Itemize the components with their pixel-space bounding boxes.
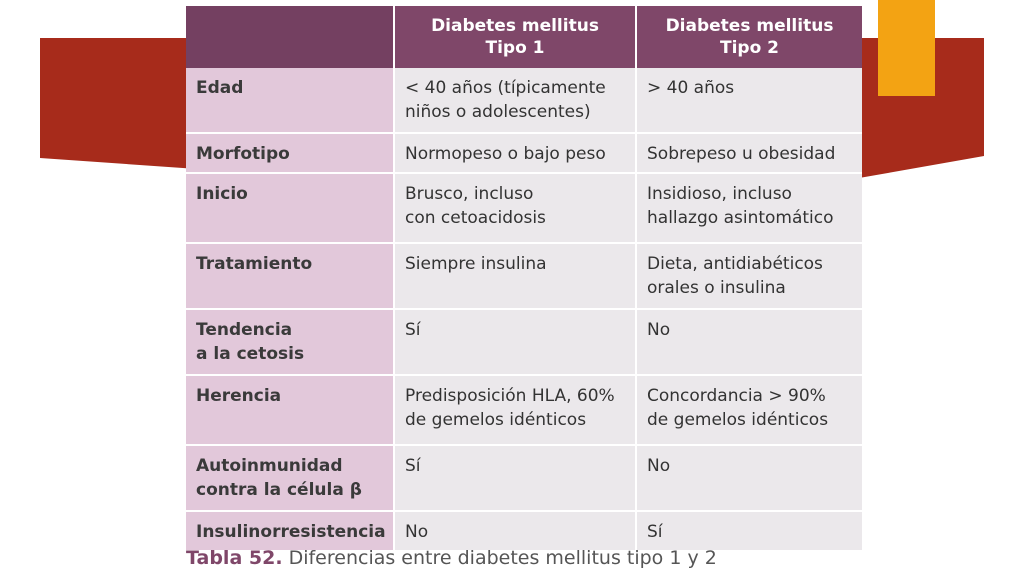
cell-tipo1-line: niños o adolescentes) [405,102,591,122]
cell-tipo2-line: > 40 años [647,78,735,98]
cell-tipo2: Sí [636,511,862,552]
cell-tipo2: > 40 años [636,68,862,134]
cell-label-line: Inicio [196,184,248,204]
header-tipo2-line1: Diabetes mellitus [665,16,834,36]
table-header-row: Diabetes mellitus Tipo 1 Diabetes mellit… [186,6,862,68]
cell-tipo1: Predisposición HLA, 60% de gemelos idénti… [394,375,637,446]
diabetes-comparison-table: Diabetes mellitus Tipo 1 Diabetes mellit… [186,6,862,552]
cell-tipo1: Sí [394,309,637,376]
header-tipo2-line2: Tipo 2 [719,38,780,58]
table-row: Morfotipo Normopeso o bajo peso Sobrepeso … [186,133,862,174]
cell-label: Insulinorresistencia [186,511,395,552]
cell-label-line: Tratamiento [196,254,313,274]
cell-label: Autoinmunidad contra la célula β [186,445,395,512]
cell-tipo2-line: Insidioso, incluso [647,184,792,204]
cell-tipo1-line: Normopeso o bajo peso [405,144,606,164]
cell-tipo1-line: Sí [405,320,421,340]
cell-label: Inicio [186,173,395,244]
cell-label-line: Morfotipo [196,144,290,164]
cell-label-line: Herencia [196,386,282,406]
header-tipo1-line1: Diabetes mellitus [431,16,599,36]
cell-label-line: a la cetosis [196,344,305,364]
table-row: Autoinmunidad contra la célula β Sí No [186,445,862,512]
cell-tipo1-line: Predisposición HLA, 60% [405,386,615,406]
table-caption: Tabla 52. Diferencias entre diabetes mel… [186,547,717,569]
cell-label-line: Autoinmunidad [196,456,343,476]
cell-tipo2: No [636,445,862,512]
cell-tipo2: Sobrepeso u obesidad [636,133,862,174]
cell-tipo2: Concordancia > 90% de gemelos idénticos [636,375,862,446]
table-row: Herencia Predisposición HLA, 60% de gemelo… [186,375,862,446]
table-row: Tendencia a la cetosis Sí No [186,309,862,376]
cell-tipo1: No [394,511,637,552]
cell-label: Tratamiento [186,243,395,310]
cell-tipo1: Brusco, incluso con cetoacidosis [394,173,637,244]
cell-tipo1: Sí [394,445,637,512]
cell-tipo1-line: Sí [405,456,421,476]
orange-accent-tab [878,0,935,96]
cell-label-line: contra la célula β [196,480,362,500]
header-tipo2: Diabetes mellitus Tipo 2 [636,6,862,68]
table-row: Edad < 40 años (típicamente niños o adoles… [186,68,862,134]
cell-tipo1: Normopeso o bajo peso [394,133,637,174]
header-blank-cell [186,6,395,68]
comparison-table-image: Diabetes mellitus Tipo 1 Diabetes mellit… [186,6,862,552]
cell-tipo1-line: No [405,522,429,542]
header-tipo1-line2: Tipo 1 [485,38,545,58]
caption-text: Diferencias entre diabetes mellitus tipo… [282,547,717,569]
cell-tipo2-line: Dieta, antidiabéticos [647,254,823,274]
cell-tipo2: Insidioso, incluso hallazgo asintomático [636,173,862,244]
cell-tipo2-line: Sí [647,522,663,542]
table-row: Inicio Brusco, incluso con cetoacidosis Ins… [186,173,862,244]
cell-label-line: Edad [196,78,244,98]
cell-tipo2-line: No [647,456,671,476]
caption-number: Tabla 52. [186,547,283,569]
cell-tipo2: Dieta, antidiabéticos orales o insulina [636,243,862,310]
cell-tipo1-line: Brusco, incluso [405,184,534,204]
cell-tipo2-line: hallazgo asintomático [647,208,834,228]
cell-label-line: Insulinorresistencia [196,522,386,542]
cell-tipo2: No [636,309,862,376]
cell-tipo1-line: Siempre insulina [405,254,547,274]
cell-tipo2-line: orales o insulina [647,278,786,298]
table-row: Tratamiento Siempre insulina Dieta, antidi… [186,243,862,310]
cell-tipo1-line: de gemelos idénticos [405,410,587,430]
cell-tipo2-line: Concordancia > 90% [647,386,826,406]
cell-label: Edad [186,68,395,134]
cell-tipo2-line: de gemelos idénticos [647,410,829,430]
cell-label: Herencia [186,375,395,446]
cell-label: Morfotipo [186,133,395,174]
cell-tipo1-line: < 40 años (típicamente [405,78,606,98]
cell-tipo1: < 40 años (típicamente niños o adolescent… [394,68,637,134]
cell-tipo2-line: Sobrepeso u obesidad [647,144,836,164]
cell-tipo1-line: con cetoacidosis [405,208,546,228]
cell-label: Tendencia a la cetosis [186,309,395,376]
cell-tipo2-line: No [647,320,671,340]
header-tipo1: Diabetes mellitus Tipo 1 [394,6,637,68]
cell-label-line: Tendencia [196,320,293,340]
cell-tipo1: Siempre insulina [394,243,637,310]
table-row: Insulinorresistencia No Sí [186,511,862,552]
